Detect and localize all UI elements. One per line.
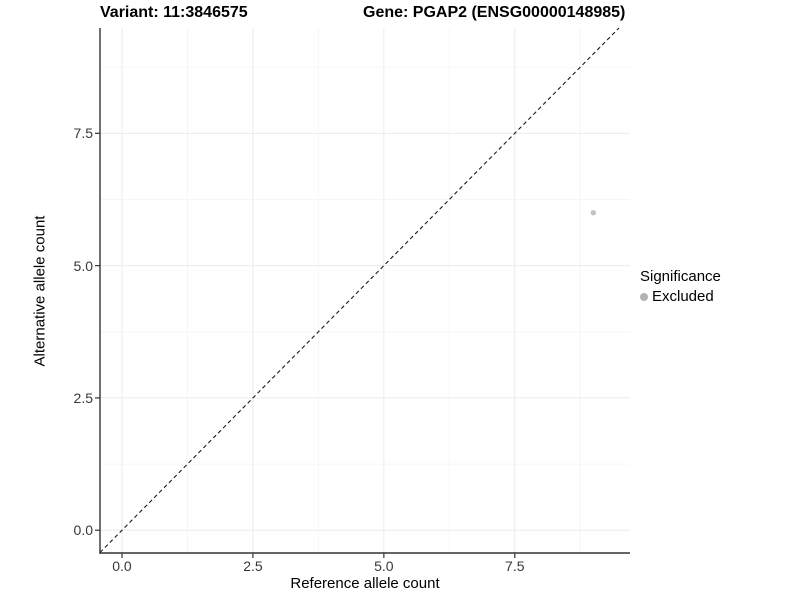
y-tick-label: 5.0 (73, 257, 93, 274)
x-tick-label: 5.0 (374, 558, 394, 574)
y-tick-label: 2.5 (73, 389, 93, 406)
y-tick-label: 0.0 (73, 522, 93, 539)
y-axis-title: Alternative allele count (31, 215, 49, 367)
x-axis-title: Reference allele count (290, 575, 440, 592)
y-tick-label: 7.5 (73, 125, 93, 142)
legend-item-excluded: Excluded (640, 288, 721, 305)
x-tick-label: 2.5 (243, 558, 263, 574)
excluded-point-icon (640, 292, 648, 301)
plot-title-variant: Variant: 11:3846575 (100, 4, 248, 21)
legend: Significance Excluded (640, 268, 721, 305)
legend-title: Significance (640, 268, 721, 285)
data-point (590, 210, 597, 216)
x-tick-label: 0.0 (112, 558, 132, 574)
x-tick-label: 7.5 (505, 558, 525, 574)
legend-item-label: Excluded (652, 288, 714, 305)
plot-title-gene: Gene: PGAP2 (ENSG00000148985) (363, 4, 626, 21)
